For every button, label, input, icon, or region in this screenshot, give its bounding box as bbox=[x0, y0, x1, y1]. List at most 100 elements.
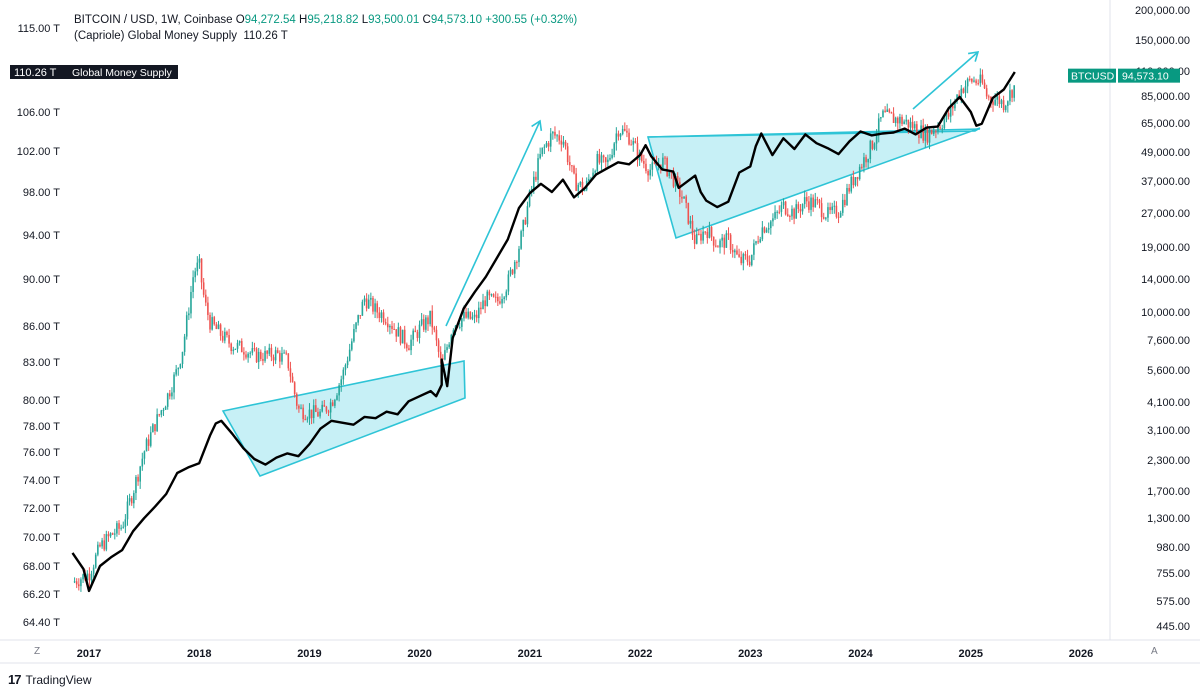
btc-candle-body bbox=[465, 311, 467, 318]
btc-candle-body bbox=[247, 353, 249, 358]
btc-candle-body bbox=[359, 315, 362, 317]
btc-candle-body bbox=[850, 176, 853, 192]
btc-candle-body bbox=[78, 584, 80, 587]
btc-candle-body bbox=[568, 162, 571, 166]
time-axis-tick-label: 2022 bbox=[628, 648, 652, 660]
btc-candle-body bbox=[761, 227, 764, 240]
btc-candle-body bbox=[513, 262, 516, 274]
btc-candle-body bbox=[103, 540, 106, 550]
btc-candle-body bbox=[336, 395, 338, 400]
btc-candle-body bbox=[260, 351, 262, 359]
btc-candle-body bbox=[130, 498, 133, 504]
left-axis-tick-label: 106.00 T bbox=[17, 107, 61, 119]
btc-candle-body bbox=[552, 131, 554, 134]
btc-candle-body bbox=[211, 317, 213, 330]
btc-candle-body bbox=[875, 135, 878, 144]
right-axis-tick-label: 10,000.00 bbox=[1141, 307, 1190, 319]
btc-candle-body bbox=[367, 299, 370, 309]
btc-candle-body bbox=[149, 432, 152, 446]
btc-candle-body bbox=[257, 351, 260, 363]
btc-candle-body bbox=[251, 348, 254, 353]
btc-candle-body bbox=[492, 294, 495, 297]
btc-candle-body bbox=[232, 349, 235, 352]
btc-candle-body bbox=[615, 133, 618, 144]
btc-candle-body bbox=[882, 110, 884, 118]
btc-candle-body bbox=[73, 581, 76, 583]
btc-candle-body bbox=[985, 88, 988, 97]
btc-candle-body bbox=[600, 155, 603, 163]
btc-candle-body bbox=[266, 350, 268, 354]
btc-candle-body bbox=[82, 574, 84, 580]
btc-candle-body bbox=[723, 237, 726, 248]
btc-candle-body bbox=[94, 554, 97, 568]
btc-candle-body bbox=[617, 133, 620, 137]
tradingview-logo[interactable]: 17 TradingView bbox=[8, 672, 92, 687]
btc-candle-body bbox=[192, 277, 194, 292]
btc-candle-body bbox=[687, 202, 690, 224]
left-axis-tick-label: 72.00 T bbox=[23, 503, 60, 515]
btc-candle-body bbox=[384, 322, 387, 324]
btc-candle-body bbox=[731, 250, 734, 253]
btc-candle-body bbox=[858, 166, 861, 180]
btc-candle-body bbox=[533, 176, 535, 189]
btc-candle-body bbox=[497, 296, 499, 302]
btc-candle-body bbox=[750, 254, 753, 266]
zoom-toggle-button[interactable]: Z bbox=[34, 646, 41, 657]
btc-candle-body bbox=[825, 217, 827, 219]
btc-candle-body bbox=[450, 334, 453, 345]
btc-candle-body bbox=[588, 178, 590, 181]
btc-candle-body bbox=[289, 368, 292, 377]
left-axis-tick-label: 74.00 T bbox=[23, 475, 60, 487]
btc-candle-body bbox=[577, 184, 580, 191]
btc-price-label: 94,573.10 bbox=[1122, 71, 1169, 83]
btc-candle-body bbox=[867, 159, 869, 163]
btc-candle-body bbox=[784, 201, 787, 215]
btc-candle-body bbox=[122, 526, 125, 528]
btc-candle-body bbox=[573, 166, 575, 174]
btc-candle-body bbox=[647, 170, 649, 176]
btc-candle-body bbox=[717, 246, 719, 248]
btc-candle-body bbox=[334, 399, 336, 406]
btc-candle-body bbox=[463, 311, 465, 319]
btc-candle-body bbox=[145, 439, 148, 452]
btc-candle-body bbox=[1002, 100, 1005, 111]
btc-candle-body bbox=[547, 143, 550, 147]
left-axis-tick-label: 64.40 T bbox=[23, 617, 60, 629]
btc-candle-body bbox=[473, 314, 476, 317]
btc-candle-body bbox=[575, 173, 577, 191]
right-axis-tick-label: 85,000.00 bbox=[1141, 91, 1190, 103]
btc-candle-body bbox=[401, 329, 404, 344]
btc-candle-body bbox=[198, 258, 201, 263]
btc-symbol-badge bbox=[1068, 68, 1116, 83]
btc-candle-body bbox=[522, 219, 525, 232]
btc-candle-body bbox=[962, 88, 965, 93]
btc-candle-body bbox=[854, 177, 857, 186]
btc-candle-body bbox=[410, 339, 412, 351]
btc-candle-body bbox=[414, 330, 417, 333]
btc-candle-body bbox=[619, 134, 622, 137]
btc-candle-body bbox=[325, 406, 328, 412]
right-axis-tick-label: 65,000.00 bbox=[1141, 118, 1190, 130]
btc-candle-body bbox=[469, 311, 472, 319]
high-label: H bbox=[299, 14, 308, 26]
btc-candle-body bbox=[365, 298, 368, 309]
btc-candle-body bbox=[152, 424, 154, 433]
btc-candle-body bbox=[772, 218, 774, 222]
btc-candle-body bbox=[99, 544, 101, 547]
btc-candle-body bbox=[141, 458, 144, 467]
btc-candle-body bbox=[310, 409, 313, 419]
btc-candle-body bbox=[932, 131, 935, 135]
right-axis-tick-label: 575.00 bbox=[1156, 596, 1190, 608]
btc-candle-body bbox=[482, 300, 484, 310]
btc-candle-body bbox=[827, 207, 829, 218]
btc-candle-body bbox=[298, 405, 300, 409]
btc-candle-body bbox=[922, 125, 924, 141]
btc-candle-body bbox=[880, 117, 882, 119]
btc-candle-body bbox=[380, 312, 383, 318]
auto-scale-button[interactable]: A bbox=[1151, 646, 1158, 657]
btc-candle-body bbox=[679, 181, 681, 197]
btc-candle-body bbox=[744, 254, 747, 256]
btc-candle-body bbox=[393, 328, 395, 330]
left-axis-tick-label: 76.00 T bbox=[23, 447, 60, 459]
